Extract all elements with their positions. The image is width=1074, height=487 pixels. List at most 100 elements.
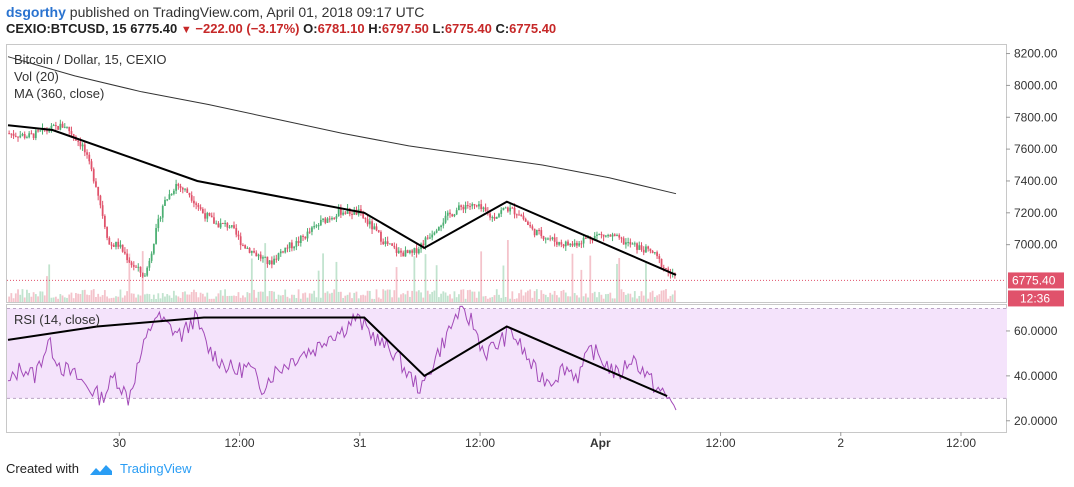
candle-body xyxy=(627,242,630,244)
volume-bar xyxy=(656,295,658,302)
volume-bar xyxy=(564,292,567,302)
volume-bar xyxy=(172,290,175,302)
tradingview-link[interactable]: TradingView xyxy=(120,461,192,476)
volume-bar xyxy=(397,297,400,302)
volume-bar xyxy=(638,295,641,302)
volume-bar xyxy=(451,298,454,302)
volume-bar xyxy=(335,261,338,302)
volume-bar xyxy=(453,291,456,302)
candle-body xyxy=(458,205,460,211)
volume-bar xyxy=(228,295,231,302)
candle-body xyxy=(602,234,605,237)
candle-body xyxy=(549,238,552,240)
candle-body xyxy=(373,226,376,230)
candle-body xyxy=(291,242,293,249)
author-name[interactable]: dsgorthy xyxy=(6,4,66,20)
price-tick-label: 7200.00 xyxy=(1014,206,1058,220)
volume-bar xyxy=(538,298,540,302)
candle-body xyxy=(266,256,269,265)
candle-body xyxy=(132,265,135,267)
open-label: O: xyxy=(303,21,318,36)
price-axis[interactable]: 8200.00 8000.00 7800.00 7600.00 7400.00 7200.… xyxy=(1006,47,1058,252)
candle-body xyxy=(371,221,373,230)
volume-bar xyxy=(177,296,180,302)
volume-bar xyxy=(424,254,427,302)
volume-bar xyxy=(253,289,255,302)
candle-body xyxy=(201,209,204,214)
volume-bar xyxy=(620,289,623,302)
time-axis[interactable]: 30 12:00 31 12:00 Apr 12:00 2 12:00 xyxy=(113,432,977,450)
volume-bar xyxy=(584,293,587,302)
candle-body xyxy=(582,237,585,244)
volume-bar xyxy=(132,293,135,302)
volume-bar xyxy=(665,289,667,302)
candle-body xyxy=(248,247,251,253)
volume-bar xyxy=(524,292,527,302)
volume-bar xyxy=(669,295,672,302)
candle-body xyxy=(580,243,583,245)
candle-body xyxy=(135,266,137,268)
candle-body xyxy=(573,242,576,246)
candle-body xyxy=(284,247,287,253)
rsi-axis[interactable]: 60.0000 40.0000 20.0000 xyxy=(1006,324,1058,428)
candle-body xyxy=(464,205,467,210)
volume-bar xyxy=(460,289,463,302)
volume-bar xyxy=(473,291,476,302)
volume-bar xyxy=(19,294,22,302)
candle-body xyxy=(391,243,393,246)
volume-bar xyxy=(475,297,478,302)
candle-body xyxy=(460,205,463,207)
volume-bar xyxy=(344,295,347,302)
vol-legend: Vol (20) xyxy=(14,69,59,84)
volume-bar xyxy=(348,292,351,302)
volume-bar xyxy=(68,294,71,302)
candle-body xyxy=(478,204,480,207)
candle-body xyxy=(593,235,596,241)
volume-bar xyxy=(489,297,491,302)
candle-body xyxy=(17,136,19,138)
candle-body xyxy=(293,246,296,249)
candle-body xyxy=(531,226,534,229)
candle-body xyxy=(204,213,206,219)
candle-body xyxy=(642,249,645,253)
candle-body xyxy=(152,243,155,254)
volume-bar xyxy=(284,289,287,302)
volume-bar xyxy=(217,293,220,302)
candle-body xyxy=(631,243,634,245)
volume-bar xyxy=(375,289,378,302)
volume-bar xyxy=(28,292,31,302)
candle-body xyxy=(235,228,238,235)
candle-body xyxy=(564,241,567,247)
volume-bar xyxy=(368,290,371,302)
candle-body xyxy=(30,133,33,135)
candle-body xyxy=(14,135,17,137)
candle-body xyxy=(106,227,108,238)
candle-body xyxy=(502,207,505,211)
volume-bar xyxy=(57,298,59,302)
volume-bar xyxy=(97,293,100,302)
volume-bar xyxy=(199,292,202,302)
volume-bar xyxy=(101,295,104,302)
candle-body xyxy=(620,237,623,239)
volume-bar xyxy=(462,289,465,302)
volume-bar xyxy=(219,290,222,302)
candle-body xyxy=(665,268,667,270)
volume-bar xyxy=(571,253,574,302)
volume-bar xyxy=(83,289,86,302)
candle-body xyxy=(544,238,547,240)
publish-info: published on TradingView.com, April 01, … xyxy=(69,4,425,20)
volume-bar xyxy=(317,270,320,302)
volume-bar xyxy=(315,297,318,302)
volume-bar xyxy=(331,292,333,302)
candle-body xyxy=(520,215,523,217)
candle-body xyxy=(426,237,429,239)
volume-bar xyxy=(357,298,360,302)
price-pane[interactable] xyxy=(6,44,1007,303)
candle-body xyxy=(351,214,353,216)
candle-body xyxy=(522,215,525,220)
tradingview-logo-icon[interactable] xyxy=(89,463,113,477)
volume-bar xyxy=(558,297,560,302)
candle-body xyxy=(295,240,298,247)
candle-body xyxy=(66,126,68,128)
